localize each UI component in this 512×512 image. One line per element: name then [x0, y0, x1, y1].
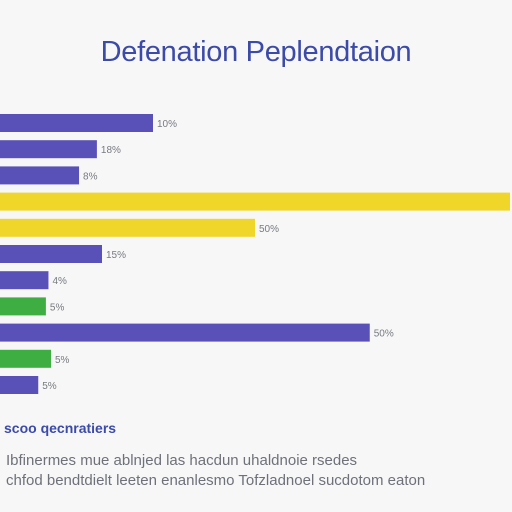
footer-heading: scoo qecnratiers: [4, 420, 117, 436]
bar-11: [0, 376, 39, 394]
bar-8: [0, 297, 46, 316]
bar-value-label-7: 4%: [52, 276, 67, 287]
bar-6: [0, 245, 102, 263]
bar-value-label-9: 50%: [374, 329, 394, 340]
footer-text-line-1: Ibfinermes mue ablnjed las hacdun uhaldn…: [6, 452, 358, 469]
bar-5: [0, 218, 255, 237]
bar-value-label-10: 5%: [55, 355, 70, 366]
footer-text-line-2: chfod bendtdielt leeten enanlesmo Tofzla…: [6, 472, 426, 489]
bar-value-label-3: 8%: [83, 171, 98, 182]
bar-10: [0, 349, 51, 368]
bar-value-label-2: 18%: [101, 145, 121, 156]
chart-title: Defenation Peplendtaion: [100, 36, 412, 68]
bar-4: [0, 192, 510, 211]
bar-value-label-11: 5%: [42, 381, 57, 392]
bar-value-label-6: 15%: [106, 250, 126, 261]
bar-7: [0, 271, 49, 290]
bar-1: [0, 114, 153, 132]
bar-2: [0, 140, 97, 159]
bar-value-label-1: 10%: [157, 119, 177, 130]
bar-value-label-8: 5%: [50, 302, 65, 313]
bar-3: [0, 166, 80, 185]
bar-value-label-5: 50%: [259, 224, 279, 235]
bar-9: [0, 323, 370, 342]
